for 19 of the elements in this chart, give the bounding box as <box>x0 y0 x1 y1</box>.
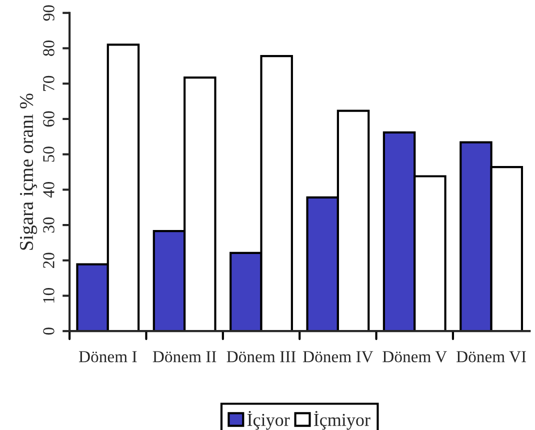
x-tick-label: Dönem V <box>382 351 447 362</box>
y-tick-label: 70 <box>43 76 54 91</box>
y-tick-label: 10 <box>43 288 54 303</box>
y-axis-title: Sigara içme oranı % <box>20 94 38 250</box>
x-tick-label: Dönem IV <box>303 351 374 362</box>
x-tick-label: Dönem I <box>78 351 137 362</box>
x-tick-label: Dönem III <box>226 351 296 362</box>
x-tick-label: Dönem VI <box>456 351 526 362</box>
legend-label: İçmiyor <box>314 410 370 430</box>
y-tick-label: 80 <box>43 40 54 56</box>
y-tick-label: 60 <box>43 111 54 127</box>
y-tick-label: 20 <box>43 252 54 268</box>
y-tick-label: 50 <box>43 146 54 162</box>
legend-label: İçiyor <box>247 410 290 430</box>
y-tick-label: 30 <box>43 217 54 233</box>
y-tick-label: 0 <box>43 328 54 335</box>
x-tick-label: Dönem II <box>152 351 216 362</box>
y-tick-label: 40 <box>43 182 54 198</box>
y-tick-label: 90 <box>43 5 54 21</box>
